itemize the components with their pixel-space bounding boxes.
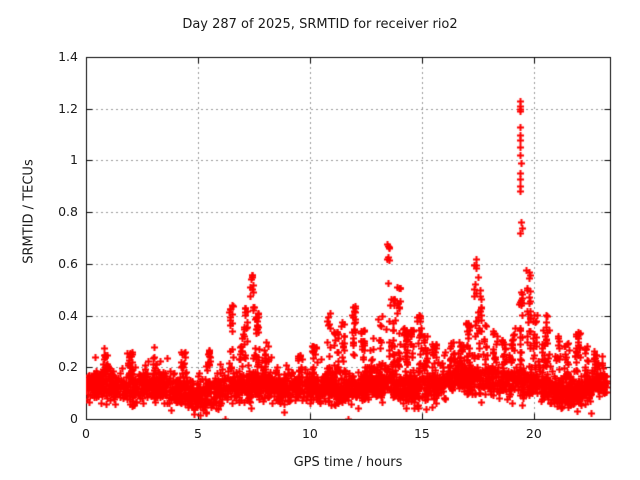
x-axis-title: GPS time / hours (293, 455, 403, 470)
y-tick-label: 1.4 (58, 49, 78, 64)
y-tick-label: 1.2 (58, 100, 78, 116)
x-tick-label: 10 (301, 426, 318, 441)
y-axis-title: SRMTID / TECUs (21, 159, 37, 264)
x-tick-label: 5 (193, 426, 202, 441)
y-tick-label: 0.8 (58, 204, 78, 220)
x-tick-label: 0 (82, 426, 90, 441)
y-tick-label: 0.6 (58, 255, 78, 271)
y-tick-label: 0.4 (58, 307, 78, 323)
x-tick-label: 15 (413, 426, 430, 441)
y-tick-label: 0 (70, 411, 78, 426)
x-tick-label: 20 (525, 426, 542, 441)
y-tick-label: 0.2 (58, 359, 78, 375)
y-tick-label: 1 (70, 152, 78, 168)
